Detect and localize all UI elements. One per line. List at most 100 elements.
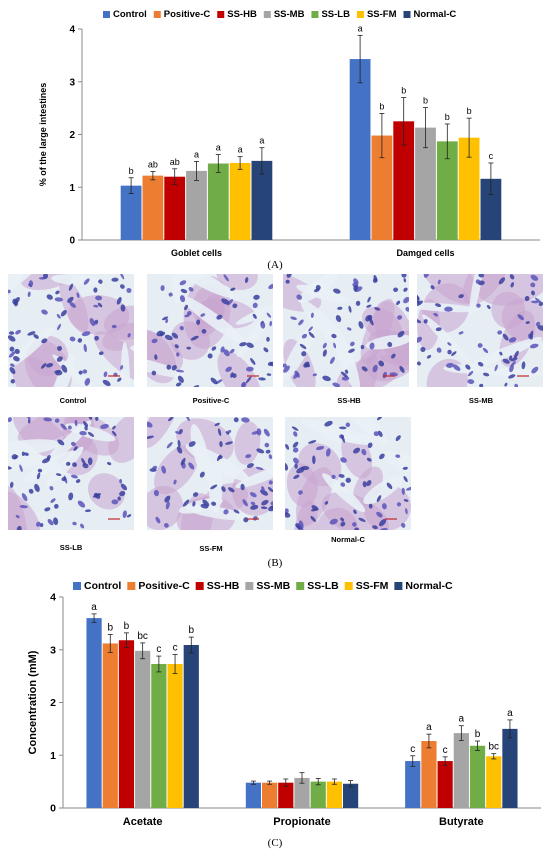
y-tick-label: 0 <box>69 236 75 247</box>
bar-ss-lb-acetate <box>151 663 167 808</box>
error-bar <box>156 655 162 673</box>
micrograph-ss-hb <box>283 274 409 387</box>
significance-letter: c <box>156 644 161 655</box>
bar-control-butyrate <box>405 761 421 808</box>
bar-positive-c-propionate <box>262 782 278 808</box>
bar-positive-c-acetate <box>102 643 118 808</box>
significance-letter: c <box>443 745 448 756</box>
bar-positive-c-butyrate <box>421 741 437 808</box>
bar-ss-lb-butyrate <box>469 745 486 808</box>
error-bar <box>237 156 243 170</box>
bar-ss-mb-damged-cells <box>415 127 436 240</box>
error-bar <box>488 162 494 196</box>
micrograph-image <box>283 274 409 387</box>
micrograph-image <box>417 274 543 387</box>
error-bar <box>444 123 450 160</box>
error-bar <box>172 168 178 186</box>
legend-swatch-positive-c <box>153 11 161 18</box>
panel-label-c: (C) <box>267 837 283 849</box>
error-bar <box>299 772 305 784</box>
bar-ss-mb-propionate <box>294 777 310 808</box>
error-bar <box>475 740 481 751</box>
chart-c: Control Positive-C SS-HB SS-MB SS-LB SS-FM Nor… <box>27 580 541 828</box>
significance-letter: a <box>259 136 264 146</box>
panel-label-b: (B) <box>267 557 283 569</box>
bar-control-goblet-cells <box>120 185 142 240</box>
y-axis-label: % of the large intestines <box>38 83 48 187</box>
panel-a: Control Positive-C SS-HB SS-MB SS-LB SS-FM Nor… <box>0 0 550 274</box>
bar-normal-c-goblet-cells <box>251 160 273 240</box>
legend-label-positive-c: Positive-C <box>138 580 190 592</box>
significance-letter: a <box>91 602 97 613</box>
error-bar <box>194 161 199 181</box>
error-bar <box>507 719 513 739</box>
error-bar <box>91 613 97 623</box>
legend-label-control: Control <box>113 9 147 20</box>
bar-ss-fm-goblet-cells <box>229 162 251 240</box>
caption-normal-c: Normal-C <box>331 535 365 544</box>
error-bar <box>128 177 134 194</box>
error-bar <box>348 780 354 788</box>
error-bar <box>442 756 448 766</box>
legend-label-positive-c: Positive-C <box>164 9 211 20</box>
significance-letter: b <box>107 622 113 633</box>
caption-control: Control <box>59 396 87 405</box>
significance-letter: b <box>423 96 428 106</box>
bar-ss-hb-butyrate <box>437 761 453 808</box>
y-tick-label: 1 <box>69 183 75 194</box>
legend-label-ss-mb: SS-MB <box>256 580 290 592</box>
legend-swatch-normal-c <box>394 582 403 590</box>
micrograph-normal-c <box>285 417 411 530</box>
legend-swatch-ss-mb <box>245 582 254 590</box>
micrograph-ss-mb <box>417 274 543 387</box>
bar-ss-mb-acetate <box>135 650 151 808</box>
significance-letter: c <box>410 744 415 755</box>
y-tick-label: 4 <box>50 592 56 604</box>
legend-swatch-ss-mb <box>263 11 271 18</box>
panel-c: Control Positive-C SS-HB SS-MB SS-LB SS-FM Nor… <box>0 574 550 853</box>
error-bar <box>188 636 194 654</box>
legend-swatch-control <box>103 11 110 18</box>
bar-control-propionate <box>245 782 261 808</box>
error-bar <box>426 733 432 749</box>
significance-letter: a <box>194 149 199 159</box>
y-tick-label: 2 <box>50 697 56 709</box>
legend-label-control: Control <box>84 580 121 592</box>
error-bar <box>357 34 363 84</box>
bar-ss-mb-butyrate <box>453 733 469 808</box>
legend-swatch-normal-c <box>403 11 411 18</box>
category-label-butyrate: Butyrate <box>439 816 484 828</box>
significance-letter: ab <box>148 159 158 169</box>
significance-letter: a <box>507 708 513 719</box>
bar-normal-c-butyrate <box>502 728 518 808</box>
significance-letter: a <box>238 145 243 155</box>
error-bar <box>259 147 265 175</box>
error-bar <box>172 654 178 674</box>
legend-swatch-ss-fm <box>344 582 353 590</box>
significance-letter: b <box>445 112 450 122</box>
significance-letter: a <box>358 23 363 33</box>
category-label-damged-cells: Damged cells <box>396 248 454 258</box>
significance-letter: b <box>401 86 406 96</box>
y-tick-label: 4 <box>69 25 75 36</box>
y-axis-label: Concentration (mM) <box>27 650 39 754</box>
panel-b: Control Positive-C SS-HB SS-MB SS-LB SS-… <box>0 274 550 574</box>
significance-letter: c <box>173 642 178 653</box>
significance-letter: b <box>124 621 130 632</box>
y-tick-label: 2 <box>69 130 75 141</box>
significance-letter: ab <box>170 157 180 167</box>
significance-letter: b <box>467 106 472 116</box>
bar-normal-c-damged-cells <box>480 178 502 240</box>
legend-swatch-ss-fm <box>356 11 364 18</box>
caption-ss-fm: SS-FM <box>199 544 223 553</box>
bar-ss-lb-propionate <box>310 781 326 808</box>
bar-ss-hb-goblet-cells <box>164 176 186 240</box>
error-bar <box>491 753 497 760</box>
error-bar <box>315 778 321 786</box>
error-bar <box>458 725 464 741</box>
legend-label-normal-c: Normal-C <box>414 9 457 20</box>
legend-label-ss-hb: SS-HB <box>207 580 240 592</box>
significance-letter: b <box>475 729 481 740</box>
significance-letter: a <box>459 714 465 725</box>
micrograph-image <box>8 417 134 530</box>
